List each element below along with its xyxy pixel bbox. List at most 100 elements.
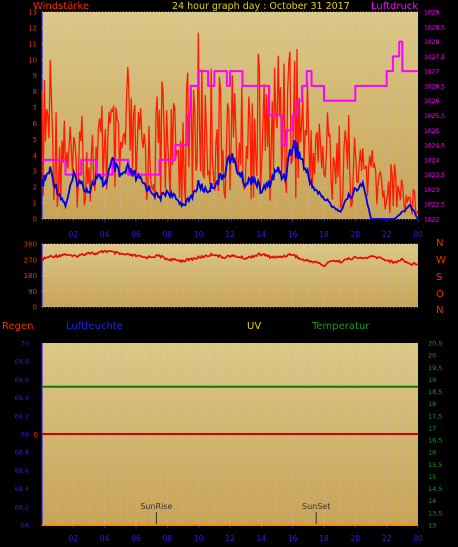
wind-axis-tick-label: 10 xyxy=(28,56,37,64)
temperature-axis-tick-label: 15 xyxy=(428,473,436,481)
rain-axis-tick-label: 0 xyxy=(34,431,38,439)
temperature-axis-tick-label: 16,5 xyxy=(428,437,442,445)
pressure-axis-tick-label: 1027,5 xyxy=(424,54,445,61)
wind-axis-tick-label: 11 xyxy=(28,40,37,48)
temperature-axis-tick-label: 15,5 xyxy=(428,461,442,469)
wind-axis-tick-label: 9 xyxy=(33,72,37,80)
pressure-axis-tick-label: 1026 xyxy=(424,98,439,105)
humidity-axis-tick-label: 69 xyxy=(21,431,29,439)
temperature-axis-tick-label: 19 xyxy=(428,376,436,384)
wind-axis-tick-label: 4 xyxy=(33,152,38,160)
direction-label-west: W xyxy=(436,255,446,266)
humidity-axis-tick-label: 68,2 xyxy=(15,503,29,511)
direction-label-east: O xyxy=(436,289,444,300)
wind-panel-x-tick-label: 06 xyxy=(131,230,141,239)
temperature-axis-tick-label: 14 xyxy=(428,497,436,505)
climate-panel-x-tick-label: 12 xyxy=(225,534,235,543)
wind-panel-x-tick-label: 04 xyxy=(100,230,110,239)
wind-axis-tick-label: 8 xyxy=(33,88,37,96)
pressure-axis-tick-label: 1025 xyxy=(424,128,439,135)
direction-panel-plot-area xyxy=(42,244,418,307)
pressure-axis-tick-label: 1022,5 xyxy=(424,202,445,209)
chart-title: 24 hour graph day : October 31 2017 xyxy=(172,1,350,12)
temperature-axis-tick-label: 20 xyxy=(428,352,436,360)
climate-panel-x-tick-label: 04 xyxy=(100,534,110,543)
direction-axis-tick-label: 180 xyxy=(24,272,37,280)
climate-panel-x-tick-label: 08 xyxy=(163,534,173,543)
pressure-axis-tick-label: 1029 xyxy=(424,10,439,17)
temperature-axis-tick-label: 17,5 xyxy=(428,412,442,420)
wind-axis-tick-label: 5 xyxy=(33,136,37,144)
direction-label-north: N xyxy=(436,238,444,249)
climate-panel-x-tick-label: 02 xyxy=(69,534,79,543)
pressure-axis-tick-label: 1026,5 xyxy=(424,83,445,90)
climate-panel-x-tick-label: 22 xyxy=(382,534,392,543)
temperature-axis-tick-label: 19,5 xyxy=(428,364,442,372)
climate-panel-x-tick-label: 06 xyxy=(131,534,141,543)
wind-panel-x-tick-label: 10 xyxy=(194,230,204,239)
wind-panel-x-tick-label: 12 xyxy=(225,230,235,239)
wind-direction-line xyxy=(41,249,419,268)
humidity-axis-tick-label: 69,2 xyxy=(15,412,29,420)
temperature-axis-tick-label: 16 xyxy=(428,449,436,457)
wind-panel-x-tick-label: 20 xyxy=(351,230,361,239)
climate-panel-x-tick-label: 18 xyxy=(319,534,329,543)
pressure-axis-tick-label: 1024,5 xyxy=(424,143,445,150)
wind-axis-tick-label: 3 xyxy=(33,168,37,176)
humidity-axis-tick-label: 68,6 xyxy=(15,467,29,475)
sunset-label: SunSet xyxy=(302,502,330,511)
wind-axis-tick-label: 2 xyxy=(33,184,37,192)
wind-panel-x-tick-label: 18 xyxy=(319,230,329,239)
temperature-axis-tick-label: 13,5 xyxy=(428,509,442,517)
wind-panel-x-tick-label: 02 xyxy=(69,230,79,239)
direction-axis-tick-label: 90 xyxy=(28,288,37,296)
sunrise-label: SunRise xyxy=(140,502,172,511)
wind-panel-x-tick-label: 14 xyxy=(257,230,267,239)
wind-panel-x-tick-label: 22 xyxy=(382,230,392,239)
wind-axis-tick-label: 12 xyxy=(28,24,37,32)
climate-panel-x-tick-label: 16 xyxy=(288,534,298,543)
wind-panel-x-tick-label: 16 xyxy=(288,230,298,239)
direction-axis-tick-label: 270 xyxy=(24,256,37,264)
climate-panel-x-tick-label: 20 xyxy=(351,534,361,543)
humidity-label: Luftfeuchte xyxy=(66,321,123,332)
pressure-axis-tick-label: 1028,5 xyxy=(424,24,445,31)
pressure-axis-tick-label: 1025,5 xyxy=(424,113,445,120)
pressure-axis-tick-label: 1024 xyxy=(424,157,439,164)
pressure-line xyxy=(42,40,418,176)
temperature-label: Temperatur xyxy=(312,321,370,332)
pressure-axis-tick-label: 1027 xyxy=(424,69,439,76)
wind-axis-tick-label: 0 xyxy=(33,216,37,224)
direction-axis-tick-label: 0 xyxy=(33,304,37,312)
climate-panel-x-tick-label: 10 xyxy=(194,534,204,543)
pressure-label: Luftdruck xyxy=(371,1,419,12)
direction-label-north-2: N xyxy=(436,305,444,316)
humidity-axis-tick-label: 68,4 xyxy=(15,485,29,493)
wind-speed-label: Windstärke xyxy=(33,1,90,12)
wind-axis-tick-label: 13 xyxy=(28,9,37,17)
uv-label: UV xyxy=(247,321,262,332)
direction-label-south: S xyxy=(436,272,443,283)
pressure-axis-tick-label: 1023,5 xyxy=(424,172,445,179)
pressure-axis-tick-label: 1022 xyxy=(424,217,439,224)
temperature-axis-tick-label: 13 xyxy=(428,522,436,530)
humidity-axis-tick-label: 70 xyxy=(21,340,29,348)
temperature-axis-tick-label: 18 xyxy=(428,400,436,408)
wind-panel-x-tick-label: 08 xyxy=(163,230,173,239)
temperature-axis-tick-label: 18,5 xyxy=(428,388,442,396)
temperature-axis-tick-label: 17 xyxy=(428,424,436,432)
humidity-axis-tick-label: 69,6 xyxy=(15,376,29,384)
pressure-axis-tick-label: 1028 xyxy=(424,39,439,46)
humidity-axis-tick-label: 68,8 xyxy=(15,449,29,457)
wind-gust-line xyxy=(41,32,419,215)
wind-panel-x-tick-label: 00 xyxy=(413,230,423,239)
wind-axis-tick-label: 7 xyxy=(33,104,37,112)
humidity-axis-tick-label: 68 xyxy=(21,522,29,530)
wind-axis-tick-label: 1 xyxy=(33,200,37,208)
temperature-axis-tick-label: 14,5 xyxy=(428,485,442,493)
direction-axis-tick-label: 360 xyxy=(24,241,37,249)
climate-panel-x-tick-label: 00 xyxy=(413,534,423,543)
humidity-axis-tick-label: 69,4 xyxy=(15,394,29,402)
